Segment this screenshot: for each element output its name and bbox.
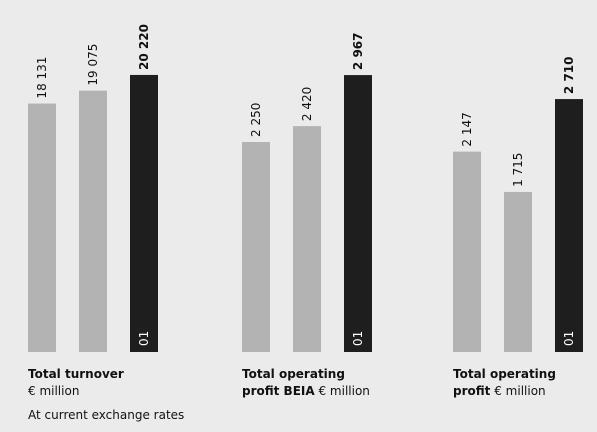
caption-line: profit BEIA € million: [242, 383, 370, 400]
bar: [242, 142, 270, 352]
value-label: 2 710: [562, 56, 576, 94]
bar: [504, 191, 532, 352]
bar: [28, 103, 56, 352]
caption-bold: Total operating: [242, 367, 345, 381]
value-label: 19 075: [86, 44, 100, 86]
caption-bold: profit: [453, 384, 491, 398]
value-label: 2 147: [460, 112, 474, 146]
value-label: 2 250: [249, 103, 263, 137]
bar: [344, 75, 372, 352]
bar: [453, 151, 481, 352]
caption-unit: € million: [318, 384, 370, 398]
caption-line: Total operating: [453, 366, 556, 383]
bar: [555, 99, 583, 352]
caption-line: € million: [28, 383, 124, 400]
caption-line: Total operating: [242, 366, 370, 383]
caption-line: profit € million: [453, 383, 556, 400]
bar: [130, 74, 158, 352]
bar: [293, 126, 321, 352]
footnote: At current exchange rates: [28, 408, 185, 422]
caption-line: Total turnover: [28, 366, 124, 383]
caption-unit: € million: [494, 384, 546, 398]
category-label: 01: [351, 331, 365, 346]
category-label: 01: [137, 331, 151, 346]
caption-bold: Total operating: [453, 367, 556, 381]
value-label: 18 131: [35, 57, 49, 99]
caption-bold: profit BEIA: [242, 384, 315, 398]
value-label: 2 967: [351, 33, 365, 71]
caption: Total operating profit BEIA € million: [242, 366, 370, 400]
value-label: 2 420: [300, 87, 314, 121]
caption-unit: € million: [28, 384, 80, 398]
category-label: 01: [562, 331, 576, 346]
value-label: 1 715: [511, 153, 525, 187]
caption-bold: Total turnover: [28, 367, 124, 381]
caption: Total turnover € million: [28, 366, 124, 400]
caption: Total operating profit € million: [453, 366, 556, 400]
value-label: 20 220: [137, 24, 151, 70]
bar: [79, 90, 107, 353]
